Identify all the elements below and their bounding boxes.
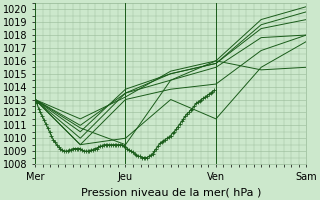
X-axis label: Pression niveau de la mer( hPa ): Pression niveau de la mer( hPa ) <box>81 187 261 197</box>
